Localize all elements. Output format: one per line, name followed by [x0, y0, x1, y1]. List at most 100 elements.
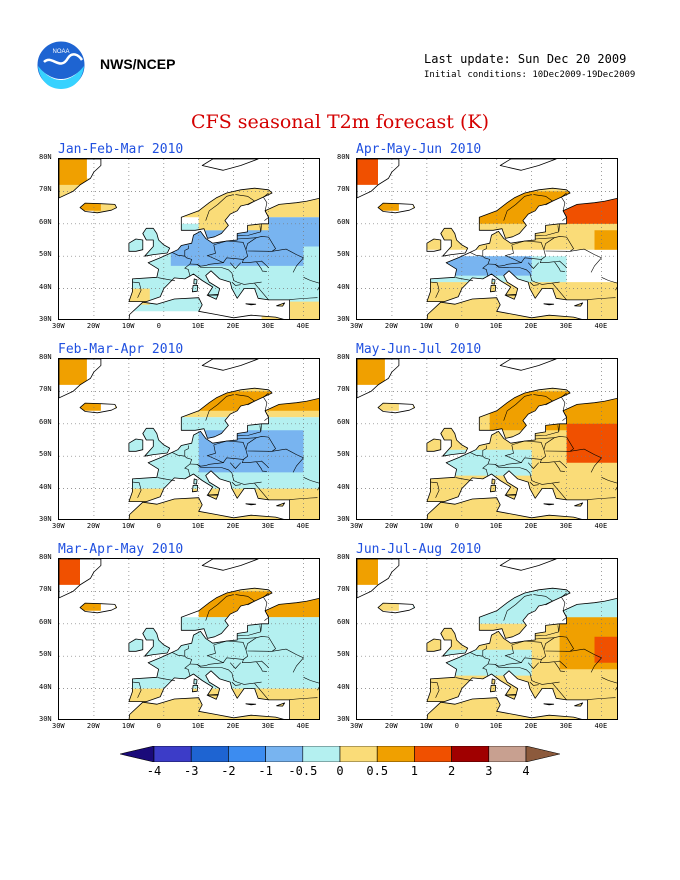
colorbar-swatch — [376, 745, 415, 763]
map-area — [356, 358, 618, 520]
lon-tick-label: 20W — [86, 322, 100, 330]
anomaly-patch — [80, 601, 101, 611]
coastlines — [59, 359, 319, 519]
lat-tick-label: 50N — [39, 650, 52, 659]
lat-tick-label: 70N — [337, 585, 350, 594]
colorbar-tick-label: -0.5 — [288, 764, 318, 778]
colorbar-tick-label: 2 — [448, 764, 456, 778]
lon-tick-label: 30W — [350, 322, 363, 330]
lat-tick-label: 40N — [337, 282, 350, 291]
lat-tick-label: 60N — [337, 417, 350, 426]
anomaly-patch — [59, 159, 87, 185]
anomaly-shading — [357, 559, 617, 719]
panel-title: May-Jun-Jul 2010 — [356, 342, 482, 357]
lat-tick-label: 50N — [39, 450, 52, 459]
lat-tick-label: 50N — [39, 250, 52, 259]
lat-tick-label: 50N — [337, 650, 350, 659]
lon-tick-label: 0 — [454, 322, 460, 330]
lon-tick-label: 10E — [191, 722, 205, 730]
country-borders — [430, 592, 617, 701]
panel-title: Mar-Apr-May 2010 — [58, 542, 184, 557]
colorbar-tick-label: 0 — [336, 764, 344, 778]
anomaly-patch — [378, 401, 399, 411]
lon-tick-label: 20E — [226, 322, 240, 330]
map-panel-amj: Apr-May-Jun 2010 80N 70N 60N 50N 40N 30N 30W 20… — [337, 142, 618, 330]
lon-tick-label: 10W — [121, 522, 135, 530]
lat-tick-label: 40N — [39, 282, 52, 291]
map-panel-mam: Mar-Apr-May 2010 80N 70N 60N 50N 40N 30N 30W 20… — [39, 542, 320, 730]
colorbar-tick-label: 4 — [522, 764, 530, 778]
last-update: Last update: Sun Dec 20 2009 — [424, 52, 627, 66]
lon-tick-label: 30E — [261, 522, 275, 530]
lon-tick-label: 10W — [121, 322, 135, 330]
lon-tick-label: 20W — [384, 522, 398, 530]
lon-tick-label: 30E — [261, 722, 275, 730]
lon-tick-label: 10W — [419, 322, 433, 330]
lon-tick-label: 20E — [524, 722, 538, 730]
lon-tick-label: 30W — [52, 322, 65, 330]
colorbar-tick-label: -1 — [258, 764, 273, 778]
anomaly-shading — [357, 159, 617, 319]
anomaly-patch — [357, 559, 378, 585]
lat-tick-label: 50N — [337, 250, 350, 259]
lon-tick-label: 30E — [559, 322, 573, 330]
map-panel-jja: Jun-Jul-Aug 2010 80N 70N 60N 50N 40N 30N 30W 20… — [337, 542, 618, 730]
lon-tick-label: 30E — [559, 722, 573, 730]
colorbar-swatch — [119, 745, 155, 763]
lat-tick-label: 60N — [337, 217, 350, 226]
colorbar-tick-label: 1 — [410, 764, 419, 778]
colorbar-swatch — [302, 745, 341, 763]
lon-tick-label: 10W — [419, 722, 433, 730]
lat-tick-label: 70N — [337, 385, 350, 394]
lon-tick-label: 30W — [350, 722, 363, 730]
map-area — [58, 358, 320, 520]
lat-tick-label: 60N — [39, 617, 52, 626]
country-borders — [430, 192, 617, 301]
lon-tick-label: 20E — [226, 522, 240, 530]
lat-tick-label: 80N — [337, 353, 350, 361]
lon-tick-label: 10E — [489, 522, 503, 530]
coastlines — [357, 159, 617, 319]
anomaly-patch — [378, 601, 399, 611]
lon-tick-label: 10E — [191, 522, 205, 530]
lat-tick-label: 40N — [39, 482, 52, 491]
lat-tick-label: 60N — [337, 617, 350, 626]
initial-conditions: Initial conditions: 10Dec2009-19Dec2009 — [424, 70, 636, 80]
anomaly-patch — [559, 197, 617, 224]
colorbar-swatch — [488, 745, 527, 763]
page-title: CFS seasonal T2m forecast (K) — [191, 111, 489, 133]
colorbar-tick-label: 3 — [485, 764, 493, 778]
lon-tick-label: 40E — [594, 322, 608, 330]
anomaly-shading — [59, 559, 319, 719]
anomaly-patch — [59, 559, 80, 585]
anomaly-patch — [566, 423, 617, 463]
lat-tick-label: 30N — [337, 515, 350, 523]
map-svg — [59, 359, 319, 519]
noaa-logo-icon: NOAA — [36, 40, 86, 90]
lon-tick-label: 20W — [86, 522, 100, 530]
lon-tick-label: 0 — [156, 722, 162, 730]
lon-tick-label: 30W — [52, 522, 65, 530]
lon-tick-label: 20E — [524, 322, 538, 330]
anomaly-patch — [444, 256, 532, 276]
map-area — [356, 158, 618, 320]
lat-tick-label: 30N — [337, 715, 350, 723]
country-borders — [430, 392, 617, 501]
org-name: NWS/NCEP — [100, 56, 176, 72]
lat-tick-label: 80N — [39, 153, 52, 161]
lon-tick-label: 20W — [384, 322, 398, 330]
anomaly-patch — [261, 301, 319, 319]
map-svg — [59, 559, 319, 719]
map-panel-fma: Feb-Mar-Apr 2010 80N 70N 60N 50N 40N 30N 30W 20… — [39, 342, 320, 530]
lon-tick-label: 30E — [261, 322, 275, 330]
anomaly-patch — [59, 359, 87, 385]
lat-tick-label: 60N — [39, 217, 52, 226]
coastlines — [59, 559, 319, 719]
lat-tick-label: 40N — [337, 482, 350, 491]
colorbar-tick-label: 0.5 — [366, 764, 389, 778]
colorbar-swatch — [451, 745, 490, 763]
anomaly-patch — [594, 636, 617, 663]
panel-title: Jun-Jul-Aug 2010 — [356, 542, 482, 557]
lon-tick-label: 10W — [121, 722, 135, 730]
lat-tick-label: 70N — [337, 185, 350, 194]
